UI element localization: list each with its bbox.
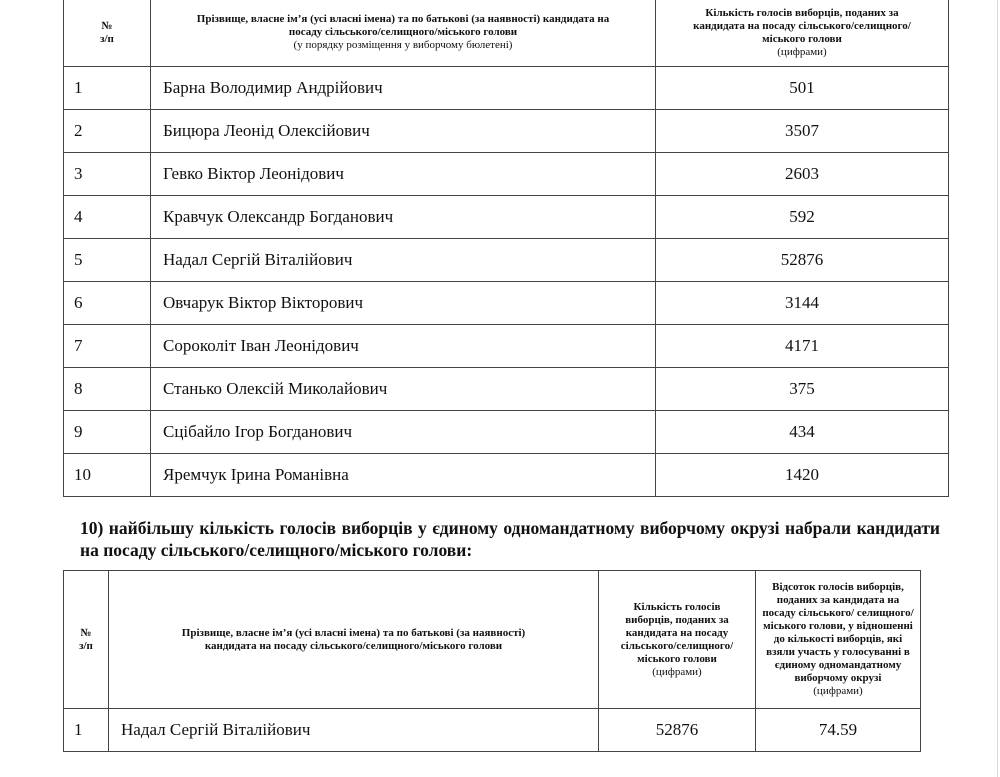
header-percent-note: (цифрами) — [813, 685, 863, 697]
table-row: 2 Бицюра Леонід Олексійович 3507 — [63, 109, 949, 153]
candidate-name: Бицюра Леонід Олексійович — [150, 109, 656, 153]
row-number: 7 — [63, 324, 151, 368]
header-name: Прізвище, власне ім’я (усі власні імена)… — [150, 0, 656, 67]
candidate-name: Барна Володимир Андрійович — [150, 66, 656, 110]
candidate-name: Кравчук Олександр Богданович — [150, 195, 656, 239]
candidate-name: Яремчук Ірина Романівна — [150, 453, 656, 497]
table-row: 5 Надал Сергій Віталійович 52876 — [63, 238, 949, 282]
header-name-label: Прізвище, власне ім’я (усі власні імена)… — [181, 626, 526, 652]
candidate-name: Станько Олексій Миколайович — [150, 367, 656, 411]
candidate-name: Сороколіт Іван Леонідович — [150, 324, 656, 368]
row-number: 8 — [63, 367, 151, 411]
row-number: 4 — [63, 195, 151, 239]
row-number: 6 — [63, 281, 151, 325]
vote-count: 3144 — [655, 281, 949, 325]
table-row: 8 Станько Олексій Миколайович 375 — [63, 367, 949, 411]
table-row: 10 Яремчук Ірина Романівна 1420 — [63, 453, 949, 497]
vote-count: 52876 — [655, 238, 949, 282]
vote-count: 592 — [655, 195, 949, 239]
candidate-name: Гевко Віктор Леонідович — [150, 152, 656, 196]
header-number-sub: з/п — [79, 639, 93, 652]
row-number: 9 — [63, 410, 151, 454]
table-row: 9 Сцібайло Ігор Богданович 434 — [63, 410, 949, 454]
row-number: 2 — [63, 109, 151, 153]
header-number: № з/п — [63, 570, 109, 709]
candidate-name: Надал Сергій Віталійович — [108, 708, 599, 752]
table-row: 7 Сороколіт Іван Леонідович 4171 — [63, 324, 949, 368]
row-number: 1 — [63, 708, 109, 752]
table-row: 6 Овчарук Віктор Вікторович 3144 — [63, 281, 949, 325]
section-heading: 10) найбільшу кількість голосів виборців… — [80, 518, 940, 560]
vote-count: 501 — [655, 66, 949, 110]
header-name-label: Прізвище, власне ім’я (усі власні імена)… — [196, 13, 610, 38]
candidate-name: Овчарук Віктор Вікторович — [150, 281, 656, 325]
header-name-note: (у порядку розміщення у виборчому бюлете… — [293, 39, 513, 51]
table-row: 1 Надал Сергій Віталійович 52876 74.59 — [63, 708, 921, 752]
vote-count: 4171 — [655, 324, 949, 368]
header-votes-label: Кількість голосів виборців, поданих за к… — [693, 6, 911, 45]
table-row: 4 Кравчук Олександр Богданович 592 — [63, 195, 949, 239]
winner-table: № з/п Прізвище, власне ім’я (усі власні і… — [63, 570, 921, 752]
candidate-name: Надал Сергій Віталійович — [150, 238, 656, 282]
header-votes-label: Кількість голосів виборців, поданих за к… — [620, 600, 734, 665]
header-name: Прізвище, власне ім’я (усі власні імена)… — [108, 570, 599, 709]
header-votes-note: (цифрами) — [652, 665, 702, 678]
vote-count: 2603 — [655, 152, 949, 196]
row-number: 10 — [63, 453, 151, 497]
table-row: 1 Барна Володимир Андрійович 501 — [63, 66, 949, 110]
vote-count: 375 — [655, 367, 949, 411]
page-edge — [997, 0, 998, 777]
row-number: 5 — [63, 238, 151, 282]
vote-count: 3507 — [655, 109, 949, 153]
header-number: № з/п — [63, 0, 151, 67]
vote-count: 434 — [655, 410, 949, 454]
row-number: 1 — [63, 66, 151, 110]
header-percent: Відсоток голосів виборців, поданих за ка… — [755, 570, 921, 709]
header-votes: Кількість голосів виборців, поданих за к… — [598, 570, 756, 709]
header-number-label: № — [80, 626, 92, 639]
table-header-row: № з/п Прізвище, власне ім’я (усі власні і… — [63, 570, 921, 709]
header-percent-label: Відсоток голосів виборців, поданих за ка… — [762, 581, 914, 684]
header-votes-note: (цифрами) — [777, 45, 827, 58]
row-number: 3 — [63, 152, 151, 196]
candidate-name: Сцібайло Ігор Богданович — [150, 410, 656, 454]
candidates-votes-table: № з/п Прізвище, власне ім’я (усі власні і… — [63, 0, 949, 497]
header-number-label: № — [101, 19, 113, 32]
header-number-sub: з/п — [100, 32, 114, 45]
vote-percent: 74.59 — [755, 708, 921, 752]
header-votes: Кількість голосів виборців, поданих за к… — [655, 0, 949, 67]
vote-count: 52876 — [598, 708, 756, 752]
vote-count: 1420 — [655, 453, 949, 497]
table-row: 3 Гевко Віктор Леонідович 2603 — [63, 152, 949, 196]
table-header-row: № з/п Прізвище, власне ім’я (усі власні і… — [63, 0, 949, 67]
